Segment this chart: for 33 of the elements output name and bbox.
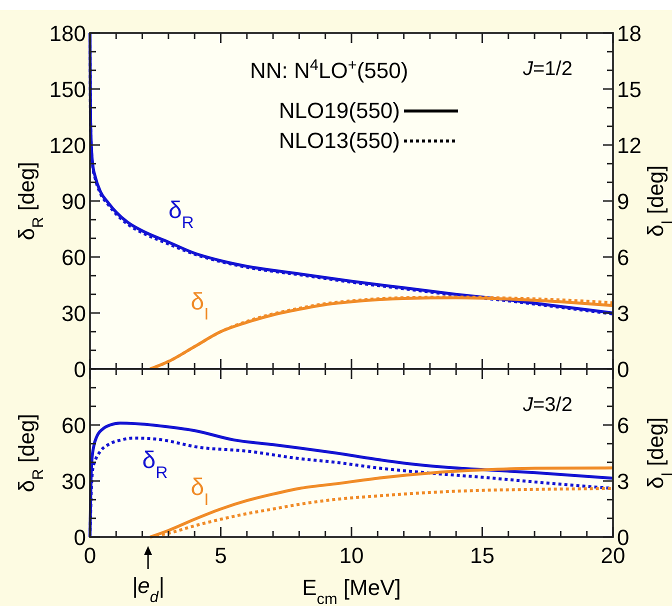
y2-tick-label: 6	[617, 413, 630, 438]
x-axis-title: E$_{cm}$ [MeV]	[302, 575, 401, 606]
y2-tick-label: 15	[617, 77, 642, 102]
annotation: |e$_{d}$|	[132, 573, 164, 606]
series-label: δ$_{R}$	[168, 197, 194, 232]
y-tick-label: 60	[62, 413, 86, 438]
annotation: NN: N$^{4}$LO$^{+}$(550)	[250, 56, 408, 83]
y-tick-label: 60	[62, 245, 86, 270]
series-label: δ$_{I}$	[190, 474, 209, 508]
y2-tick-label: 9	[617, 189, 630, 214]
y-tick-label: 0	[74, 357, 86, 382]
y-tick-label: 150	[49, 77, 86, 102]
x-tick-label: 5	[214, 543, 227, 568]
annotation: NLO19(550)	[278, 98, 400, 123]
y2-tick-label: 3	[617, 469, 630, 494]
y2-tick-label: 18	[617, 21, 642, 46]
x-tick-label: 15	[470, 543, 494, 568]
y2-tick-label: 3	[617, 301, 630, 326]
annotation: NLO13(550)	[278, 128, 400, 153]
y-tick-label: 30	[62, 301, 86, 326]
annotation: J=3/2	[522, 394, 572, 416]
y2-tick-label: 12	[617, 133, 642, 158]
y-tick-label: 120	[49, 133, 86, 158]
y2-tick-label: 0	[617, 357, 630, 382]
y2-tick-label: 6	[617, 245, 630, 270]
y-tick-label: 30	[62, 469, 86, 494]
series-label: δ$_{I}$	[190, 288, 209, 324]
annotation: J=1/2	[522, 58, 572, 80]
y-tick-label: 90	[62, 189, 86, 214]
x-tick-label: 10	[339, 543, 364, 568]
y-tick-label: 180	[49, 21, 86, 46]
series-label: δ$_{R}$	[142, 447, 168, 482]
y-tick-label: 0	[74, 525, 86, 550]
